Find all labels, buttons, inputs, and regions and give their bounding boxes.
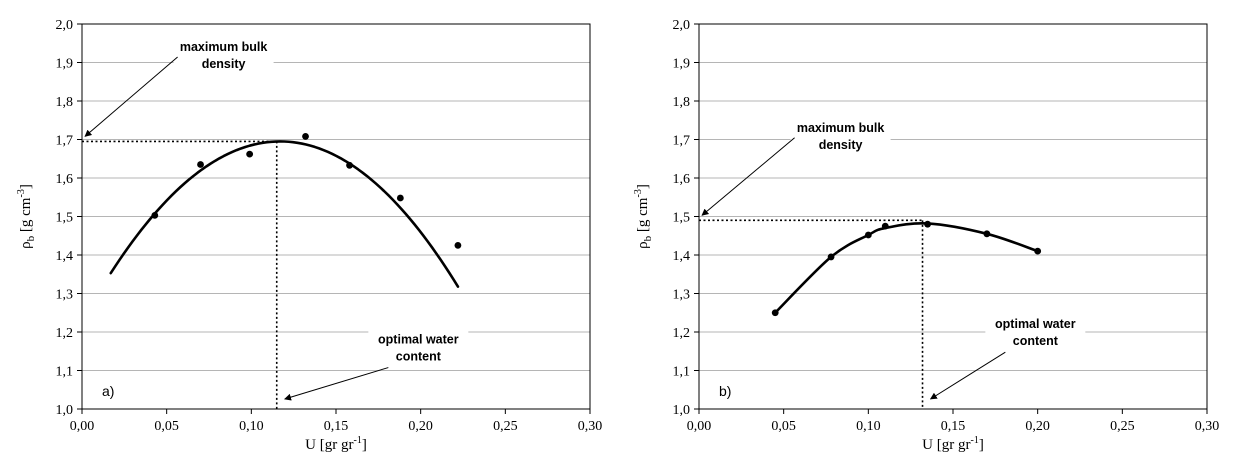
y-tick-label: 1,5 xyxy=(673,211,691,226)
y-tick-label: 1,7 xyxy=(673,134,691,149)
y-tick-label: 1,4 xyxy=(56,249,74,264)
y-tick-label: 1,2 xyxy=(56,326,74,341)
annotation-optimal-water-content: optimal water content xyxy=(284,327,469,401)
annotation-max-bulk-density: maximum bulk density xyxy=(84,34,274,137)
y-tick-label: 1,4 xyxy=(673,249,691,264)
y-tick-label: 1,0 xyxy=(673,403,691,418)
chart-panel-b: 1,0 1,1 1,2 1,3 1,4 1,5 1,6 1,7 1,8 1,9 2,0 0,00 0,0… xyxy=(633,18,1220,453)
x-axis-title: U [gr gr-1] xyxy=(305,435,367,453)
data-point xyxy=(924,220,931,228)
data-point xyxy=(881,222,889,230)
annotation-arrow xyxy=(284,367,389,401)
annotation-text: content xyxy=(396,350,442,364)
annotation-text: density xyxy=(819,138,863,152)
x-tick-label: 0,30 xyxy=(578,419,603,434)
y-tick-label: 1,6 xyxy=(56,172,74,187)
annotation-background xyxy=(790,115,891,154)
annotation-text: optimal water xyxy=(378,333,459,347)
data-point xyxy=(346,161,353,169)
x-tick-label: 0,15 xyxy=(324,419,349,434)
data-point xyxy=(771,309,779,317)
x-tick-label: 0,25 xyxy=(493,419,518,434)
x-tick-label: 0,10 xyxy=(856,419,881,434)
annotation-optimal-water-content: optimal water content xyxy=(929,312,1086,400)
y-tick-label: 1,3 xyxy=(56,288,74,303)
x-tick-label: 0,25 xyxy=(1110,419,1135,434)
annotation-text: maximum bulk xyxy=(180,40,268,54)
annotation-arrow xyxy=(84,56,178,137)
y-tick-label: 1,8 xyxy=(56,95,74,110)
data-point xyxy=(151,211,159,219)
annotation-text: content xyxy=(1013,334,1059,348)
x-tick-label: 0,05 xyxy=(771,419,796,434)
data-point xyxy=(302,133,309,140)
y-tick-label: 2,0 xyxy=(673,18,691,33)
annotation-background xyxy=(368,327,469,366)
x-tick-label: 0,30 xyxy=(1195,419,1220,434)
y-tick-label: 1,0 xyxy=(56,403,74,418)
x-tick-label: 0,00 xyxy=(687,419,712,434)
x-axis-title: U [gr gr-1] xyxy=(922,435,984,453)
annotation-arrow xyxy=(929,351,1006,400)
x-tick-label: 0,10 xyxy=(239,419,264,434)
x-tick-label: 0,20 xyxy=(1025,419,1050,434)
data-point xyxy=(827,253,835,261)
y-tick-label: 1,6 xyxy=(673,172,691,187)
y-tick-label: 1,8 xyxy=(673,95,691,110)
y-tick-label: 1,2 xyxy=(673,326,691,341)
y-axis-title: ρb [g cm-3] xyxy=(16,184,37,249)
panel-label: a) xyxy=(102,383,114,399)
y-axis-title: ρb [g cm-3] xyxy=(633,184,654,249)
y-tick-label: 1,7 xyxy=(56,134,74,149)
annotation-arrow xyxy=(701,137,795,216)
y-tick-label: 1,9 xyxy=(56,57,74,72)
annotation-background xyxy=(173,34,274,73)
data-point xyxy=(1034,247,1042,255)
y-tick-label: 1,3 xyxy=(673,288,691,303)
annotation-text: maximum bulk xyxy=(797,121,885,135)
x-tick-label: 0,00 xyxy=(70,419,95,434)
y-tick-label: 1,1 xyxy=(673,365,691,380)
annotation-background xyxy=(985,312,1086,351)
y-tick-label: 1,5 xyxy=(56,211,74,226)
fit-curve xyxy=(773,221,1039,315)
data-point xyxy=(864,231,872,239)
y-tick-label: 1,9 xyxy=(673,57,691,72)
y-tick-label: 2,0 xyxy=(56,18,74,33)
data-point xyxy=(983,230,991,238)
fit-curve xyxy=(109,140,460,288)
plot-frame xyxy=(81,23,591,410)
y-tick-label: 1,1 xyxy=(56,365,74,380)
chart-panel-a: 1,0 1,1 1,2 1,3 1,4 1,5 1,6 1,7 1,8 1,9 2,0 0,00 0,0… xyxy=(16,18,603,453)
data-point xyxy=(246,150,254,158)
annotation-text: optimal water xyxy=(995,317,1076,331)
x-tick-label: 0,15 xyxy=(941,419,966,434)
panel-label: b) xyxy=(719,383,731,399)
data-point xyxy=(396,194,404,202)
data-point xyxy=(454,241,462,249)
x-tick-label: 0,05 xyxy=(154,419,179,434)
annotation-text: density xyxy=(202,57,246,71)
plot-frame xyxy=(698,23,1208,410)
annotation-max-bulk-density: maximum bulk density xyxy=(701,115,891,216)
x-tick-label: 0,20 xyxy=(408,419,433,434)
data-point xyxy=(197,161,204,168)
